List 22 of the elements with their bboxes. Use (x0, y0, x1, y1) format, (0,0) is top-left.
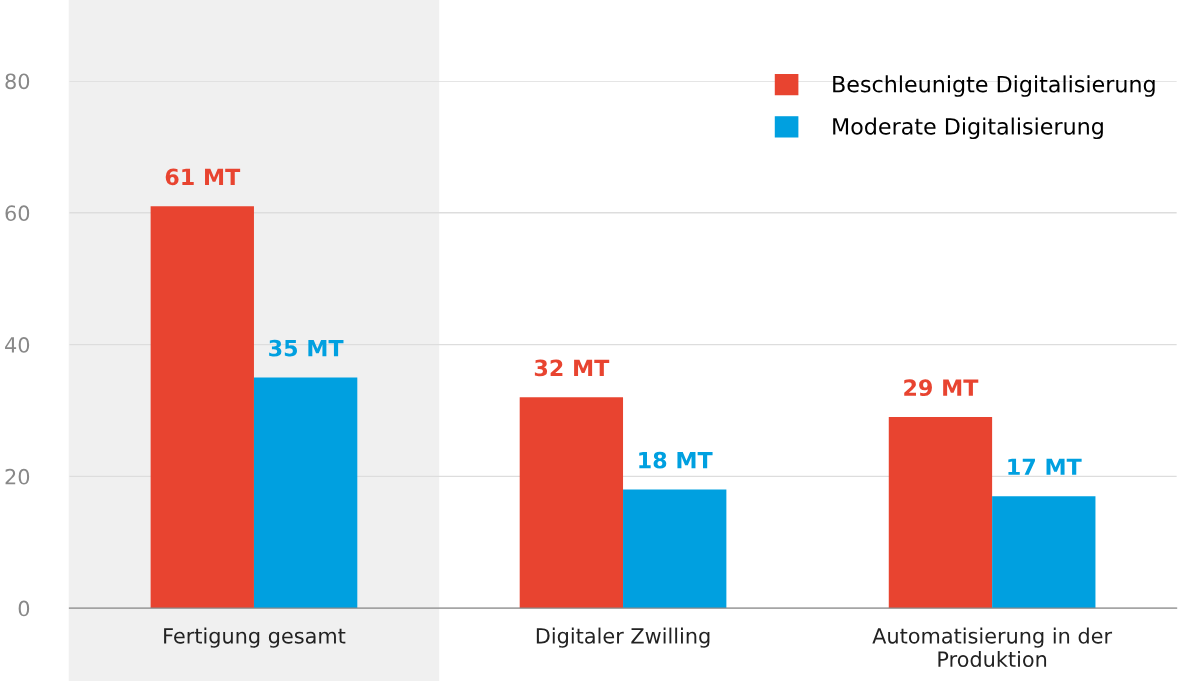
bar (253, 377, 358, 609)
y-tick-label: 0 (18, 600, 30, 617)
bar (519, 397, 624, 609)
bar (992, 496, 1096, 609)
bar (623, 489, 727, 609)
y-tick-label: 80 (5, 73, 30, 90)
data-label: 18 MT (639, 451, 713, 469)
data-label: 17 MT (1008, 458, 1082, 475)
legend-label: Beschleunigte Digitalisierung (833, 75, 1155, 97)
y-tick-label: 40 (5, 337, 30, 353)
x-tick-label: Automatisierung in der Produktion (872, 627, 1113, 668)
data-label: 61 MT (165, 168, 241, 186)
x-tick-label: Digitaler Zwilling (536, 627, 710, 648)
data-label: 29 MT (904, 379, 979, 397)
x-tick-label: Fertigung gesamt (164, 627, 346, 648)
y-tick-label: 20 (5, 468, 30, 485)
data-label: 35 MT (269, 339, 344, 357)
y-tick-label: 60 (5, 205, 30, 222)
bar (150, 206, 254, 609)
data-label: 32 MT (534, 359, 610, 377)
legend-label: Moderate Digitalisierung (833, 117, 1103, 140)
bar (888, 417, 993, 609)
